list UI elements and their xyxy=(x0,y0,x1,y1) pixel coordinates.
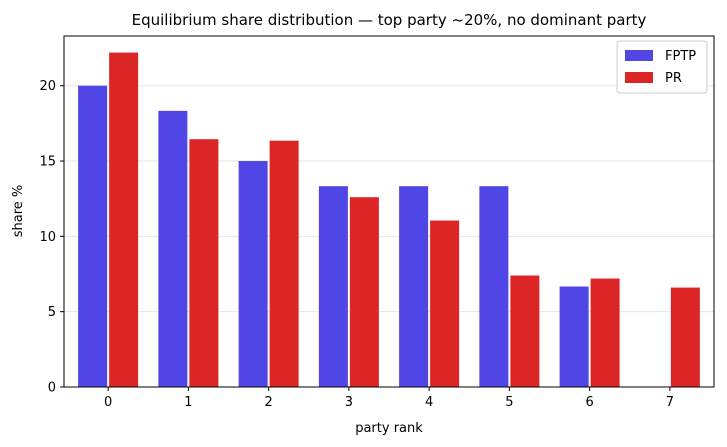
y-tick-label-20: 20 xyxy=(39,79,56,94)
bar-pr-4 xyxy=(430,220,460,387)
bar-pr-1 xyxy=(189,139,219,387)
bar-fptp-5 xyxy=(479,186,509,387)
x-tick-label-7: 7 xyxy=(666,395,674,410)
bars xyxy=(78,52,700,388)
legend-label-pr: PR xyxy=(665,71,682,86)
y-ticks: 0 5 10 15 20 xyxy=(39,79,64,396)
bar-fptp-4 xyxy=(399,186,429,387)
y-tick-label-15: 15 xyxy=(39,155,56,170)
x-tick-label-1: 1 xyxy=(184,395,192,410)
bar-pr-0 xyxy=(109,52,139,388)
x-axis-label: party rank xyxy=(355,421,423,436)
legend: FPTP PR xyxy=(616,40,708,94)
bar-pr-6 xyxy=(590,278,620,387)
x-ticks: 0 1 2 3 4 5 6 7 xyxy=(104,387,674,410)
y-tick-label-10: 10 xyxy=(39,230,56,245)
x-tick-label-2: 2 xyxy=(264,395,272,410)
y-tick-label-0: 0 xyxy=(48,381,56,396)
bar-fptp-0 xyxy=(78,85,108,387)
legend-label-fptp: FPTP xyxy=(665,49,696,64)
y-axis-label: share % xyxy=(11,185,26,238)
bar-fptp-6 xyxy=(559,286,589,387)
legend-swatch-fptp xyxy=(625,50,653,61)
axes xyxy=(63,35,715,388)
chart-title: Equilibrium share distribution — top par… xyxy=(132,11,647,29)
bar-fptp-1 xyxy=(158,110,188,387)
bar-pr-2 xyxy=(269,140,299,387)
x-tick-label-6: 6 xyxy=(585,395,593,410)
legend-swatch-pr xyxy=(625,72,653,83)
bar-fptp-2 xyxy=(238,161,268,387)
bar-fptp-3 xyxy=(318,186,348,387)
y-tick-label-5: 5 xyxy=(48,305,56,320)
bar-pr-3 xyxy=(349,197,379,387)
bar-pr-5 xyxy=(510,275,540,387)
x-tick-label-3: 3 xyxy=(345,395,353,410)
plot-frame xyxy=(63,35,715,388)
x-tick-label-0: 0 xyxy=(104,395,112,410)
x-tick-label-5: 5 xyxy=(505,395,513,410)
bar-pr-7 xyxy=(670,287,700,387)
x-tick-label-4: 4 xyxy=(425,395,433,410)
